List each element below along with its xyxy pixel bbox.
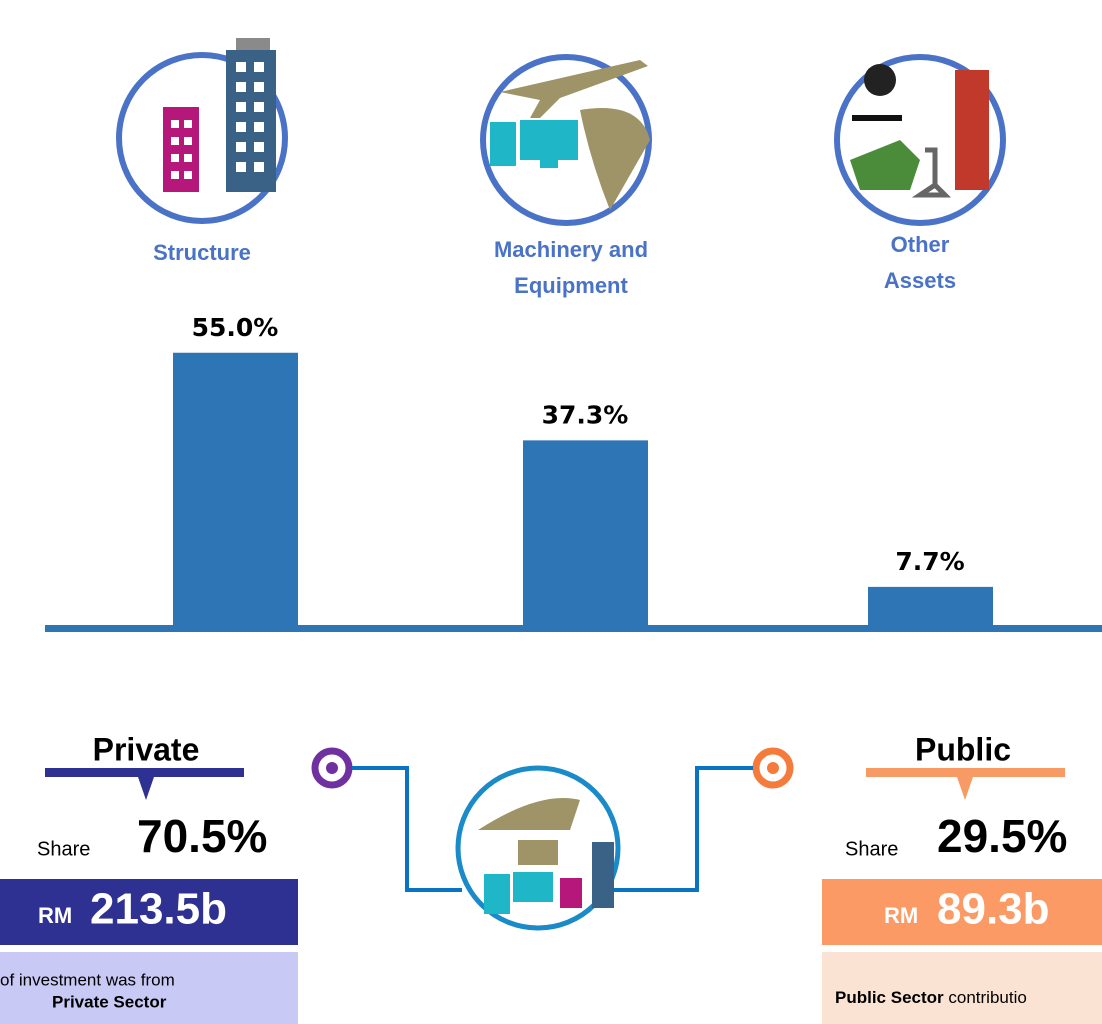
- bar: [868, 586, 993, 625]
- private-marker: [311, 747, 353, 789]
- value-label: 55.0%: [192, 313, 279, 342]
- icon-other-assets: [834, 54, 1006, 226]
- bar: [173, 352, 298, 625]
- private-title: Private: [93, 731, 200, 767]
- bar: [523, 440, 648, 625]
- icon-structure: [116, 38, 288, 224]
- category-label: Other Assets: [883, 232, 957, 293]
- category-label-box: Machinery and Equipment: [493, 237, 649, 298]
- private-note-box: [0, 952, 298, 1024]
- connector: [352, 766, 753, 892]
- note-bold: Public Sector: [835, 988, 944, 1007]
- category-label: Machinery and Equipment: [493, 237, 649, 298]
- note-line: Public Sector contributio: [835, 988, 1027, 1007]
- category-label-box: Structure: [153, 240, 251, 265]
- baseline: [45, 625, 1102, 632]
- icon-all-assets: [455, 765, 621, 931]
- note: contributio: [948, 988, 1026, 1007]
- currency: RM: [38, 903, 72, 928]
- category-label-box: Other Assets: [883, 232, 957, 293]
- share-label: Share: [37, 838, 90, 860]
- public-amount-box: [822, 879, 1102, 945]
- share-value: 70.5%: [137, 810, 267, 862]
- private-marker-dot: [326, 762, 338, 774]
- note-bold: Private Sector: [52, 992, 167, 1011]
- private-underline: [45, 768, 244, 777]
- icon-machinery: [480, 54, 652, 226]
- share-value: 29.5%: [937, 810, 1067, 862]
- public-title: Public: [915, 731, 1011, 767]
- category-label: Structure: [153, 240, 251, 265]
- amount: 213.5b: [90, 885, 227, 934]
- public-underline: [866, 768, 1065, 777]
- share-label: Share: [845, 838, 898, 860]
- value-label: 37.3%: [542, 400, 629, 429]
- private-pointer: [138, 777, 154, 800]
- note: of investment was from: [0, 970, 175, 989]
- public-pointer: [957, 777, 973, 800]
- public-marker-dot: [767, 762, 779, 774]
- private-amount-box: [0, 879, 298, 945]
- public-note-box: [822, 952, 1102, 1024]
- currency: RM: [884, 903, 918, 928]
- value-label: 7.7%: [895, 547, 964, 576]
- amount: 89.3b: [937, 885, 1050, 934]
- public-marker: [752, 747, 794, 789]
